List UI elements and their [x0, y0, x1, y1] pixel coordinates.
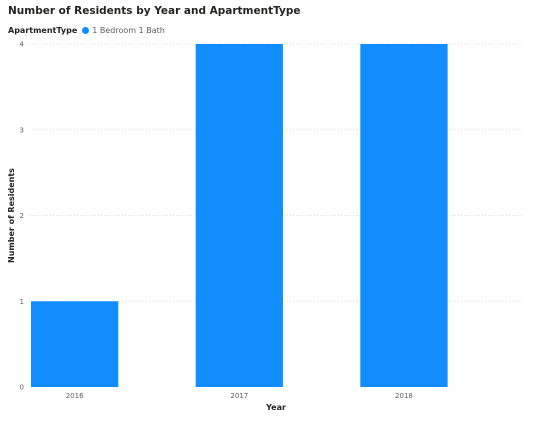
x-tick-label: 2016: [66, 392, 84, 400]
x-axis-title: Year: [265, 403, 286, 412]
bar-2016[interactable]: [31, 301, 118, 387]
x-axis-ticks: 2016 2017 2018: [66, 392, 413, 400]
y-tick-label: 2: [20, 212, 24, 220]
bar-2018[interactable]: [360, 44, 447, 387]
bars: [31, 44, 448, 387]
bar-2017[interactable]: [196, 44, 283, 387]
y-axis-title: Number of Residents: [7, 168, 16, 263]
x-tick-label: 2017: [230, 392, 248, 400]
x-tick-label: 2018: [395, 392, 413, 400]
y-tick-label: 0: [20, 384, 24, 392]
y-tick-label: 4: [20, 41, 25, 49]
y-axis-ticks: 0 1 2 3 4: [20, 41, 25, 392]
y-tick-label: 1: [20, 298, 24, 306]
y-tick-label: 3: [20, 126, 24, 134]
